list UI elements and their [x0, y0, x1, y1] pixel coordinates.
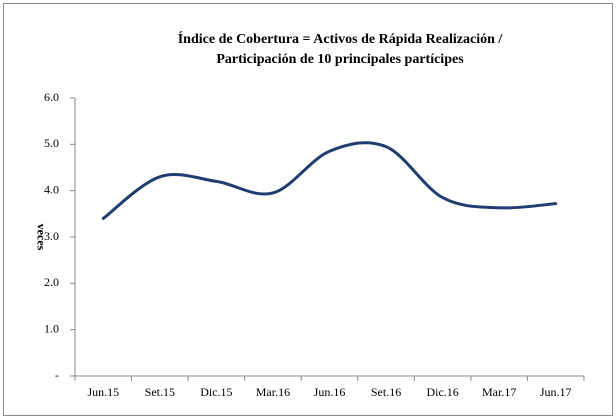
y-tick-label: 1.0	[44, 321, 59, 335]
y-tick-label: -	[55, 368, 59, 382]
x-tick-label: Mar.17	[482, 385, 516, 399]
x-tick-label: Jun.16	[314, 385, 346, 399]
y-axis-label: veces	[34, 224, 48, 251]
x-tick-label: Jun.15	[87, 385, 119, 399]
x-tick-label: Dic.15	[200, 385, 232, 399]
x-tick-label: Jun.17	[540, 385, 572, 399]
x-tick-label: Dic.16	[426, 385, 458, 399]
x-tick-label: Mar.16	[256, 385, 290, 399]
chart-title: Participación de 10 principales partícip…	[216, 52, 464, 67]
line	[101, 141, 558, 220]
chart-frame	[3, 3, 613, 416]
x-tick-label: Set.15	[145, 385, 175, 399]
y-tick-label: 5.0	[44, 136, 59, 150]
y-tick-label: 6.0	[44, 90, 59, 104]
x-tick-label: Set.16	[371, 385, 401, 399]
y-tick-label: 2.0	[44, 275, 59, 289]
y-tick-label: 4.0	[44, 182, 59, 196]
y-tick-label: 3.0	[44, 229, 59, 243]
chart-title: Índice de Cobertura = Activos de Rápida …	[178, 30, 504, 47]
